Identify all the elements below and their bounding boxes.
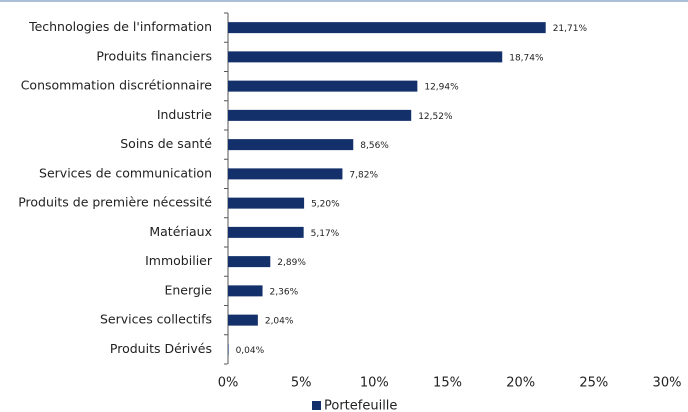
value-label: 21,71% bbox=[553, 24, 588, 34]
x-tick-label: 10% bbox=[360, 376, 389, 391]
bar bbox=[228, 256, 271, 268]
x-tick-label: 5% bbox=[291, 376, 312, 391]
bar bbox=[228, 314, 258, 326]
y-tick-label: Produits de première nécessité bbox=[18, 195, 212, 210]
bar bbox=[228, 139, 354, 151]
bar bbox=[228, 197, 305, 209]
y-tick-label: Technologies de l'information bbox=[28, 19, 212, 34]
y-tick-label: Industrie bbox=[157, 107, 212, 122]
y-tick-label: Consommation discrétionnaire bbox=[21, 78, 213, 93]
value-label: 12,52% bbox=[418, 112, 453, 122]
x-tick-label: 15% bbox=[433, 376, 462, 391]
legend-label: Portefeuille bbox=[324, 399, 397, 412]
value-label: 5,20% bbox=[311, 200, 340, 210]
y-tick-label: Energie bbox=[164, 282, 212, 297]
bar bbox=[228, 168, 343, 180]
bar bbox=[228, 109, 412, 121]
value-label: 5,17% bbox=[311, 229, 340, 239]
bar bbox=[228, 343, 229, 355]
value-label: 8,56% bbox=[360, 141, 389, 151]
x-tick-label: 25% bbox=[579, 376, 608, 391]
value-label: 2,89% bbox=[277, 258, 306, 268]
x-tick-label: 30% bbox=[653, 376, 682, 391]
value-label: 2,04% bbox=[265, 317, 294, 327]
y-tick-label: Services de communication bbox=[39, 165, 212, 180]
value-label: 0,04% bbox=[236, 346, 265, 356]
x-tick-label: 20% bbox=[506, 376, 535, 391]
bar bbox=[228, 22, 546, 34]
y-tick-label: Produits financiers bbox=[96, 48, 212, 63]
y-tick-label: Soins de santé bbox=[120, 136, 212, 151]
bar bbox=[228, 226, 304, 238]
legend-swatch bbox=[312, 401, 321, 410]
value-label: 18,74% bbox=[509, 53, 544, 63]
bar bbox=[228, 80, 418, 92]
value-label: 7,82% bbox=[349, 170, 378, 180]
value-label: 2,36% bbox=[270, 287, 299, 297]
y-tick-label: Produits Dérivés bbox=[110, 341, 212, 356]
bar bbox=[228, 285, 263, 297]
y-tick-label: Matériaux bbox=[149, 224, 212, 239]
y-tick-label: Services collectifs bbox=[100, 312, 212, 327]
x-tick-label: 0% bbox=[218, 376, 239, 391]
value-label: 12,94% bbox=[424, 83, 459, 93]
bar bbox=[228, 51, 503, 63]
y-tick-label: Immobilier bbox=[145, 253, 213, 268]
